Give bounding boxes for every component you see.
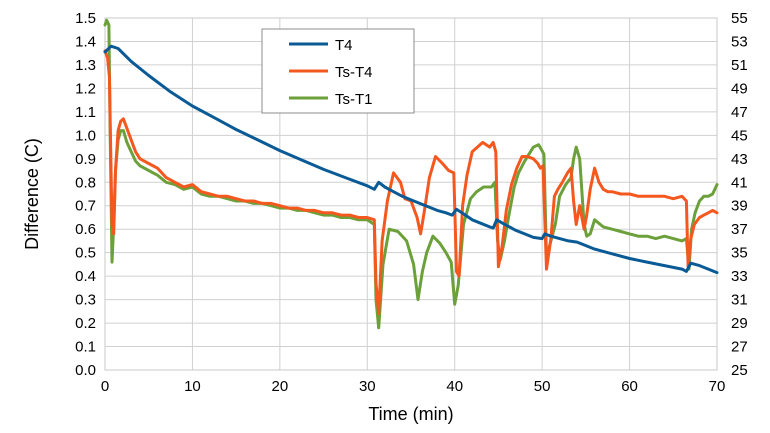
y2-tick-label: 51 bbox=[731, 57, 748, 74]
y2-tick-label: 25 bbox=[731, 362, 748, 379]
x-axis-ticks: 0 10 20 30 40 50 60 70 bbox=[101, 378, 726, 395]
y-tick-label: 0.0 bbox=[75, 362, 96, 379]
y2-tick-label: 49 bbox=[731, 80, 748, 97]
y-axis-ticks: 0.0 0.1 0.2 0.3 0.4 0.5 0.6 0.7 0.8 0.9 1.0 1.1 1.2 1… bbox=[75, 10, 96, 379]
y-tick-label: 1.5 bbox=[75, 10, 96, 27]
y2-tick-label: 27 bbox=[731, 339, 748, 356]
legend-box bbox=[261, 28, 415, 114]
y2-tick-label: 39 bbox=[731, 198, 748, 215]
x-tick-label: 20 bbox=[272, 378, 289, 395]
y2-tick-label: 45 bbox=[731, 127, 748, 144]
y2-tick-label: 47 bbox=[731, 104, 748, 121]
series-line-ts-t4 bbox=[103, 49, 719, 316]
x-tick-label: 30 bbox=[359, 378, 376, 395]
y-tick-label: 1.0 bbox=[75, 127, 96, 144]
y-tick-label: 0.8 bbox=[75, 174, 96, 191]
y-tick-label: 0.6 bbox=[75, 221, 96, 238]
legend-label-t4: T4 bbox=[335, 37, 353, 54]
y2-tick-label: 35 bbox=[731, 245, 748, 262]
legend-label-ts-t4: Ts-T4 bbox=[335, 64, 373, 81]
x-tick-label: 50 bbox=[534, 378, 551, 395]
series-line-t4 bbox=[103, 44, 719, 275]
y2-tick-label: 37 bbox=[731, 221, 748, 238]
y-tick-label: 0.1 bbox=[75, 339, 96, 356]
x-tick-label: 60 bbox=[621, 378, 638, 395]
legend-label-ts-t1: Ts-T1 bbox=[335, 91, 373, 108]
x-tick-label: 70 bbox=[709, 378, 726, 395]
y2-tick-label: 33 bbox=[731, 268, 748, 285]
y-axis-title: Difference (C) bbox=[22, 138, 42, 250]
y2-axis-ticks: 25 27 29 31 33 35 37 39 41 43 45 47 49 51 53 55 bbox=[731, 10, 748, 379]
y2-tick-label: 29 bbox=[731, 315, 748, 332]
y-tick-label: 0.4 bbox=[75, 268, 96, 285]
y2-tick-label: 55 bbox=[731, 10, 748, 27]
x-axis-title: Time (min) bbox=[368, 404, 453, 424]
y-tick-label: 0.9 bbox=[75, 151, 96, 168]
y-tick-label: 0.2 bbox=[75, 315, 96, 332]
series-lines bbox=[103, 18, 719, 330]
y2-tick-label: 31 bbox=[731, 292, 748, 309]
y2-tick-label: 43 bbox=[731, 151, 748, 168]
y-tick-label: 0.5 bbox=[75, 245, 96, 262]
x-tick-label: 40 bbox=[446, 378, 463, 395]
y-tick-label: 1.2 bbox=[75, 80, 96, 97]
y-tick-label: 0.7 bbox=[75, 198, 96, 215]
y-tick-label: 1.3 bbox=[75, 57, 96, 74]
legend: T4 Ts-T4 Ts-T1 bbox=[261, 28, 415, 114]
series-line-ts-t1 bbox=[103, 18, 719, 330]
x-tick-label: 10 bbox=[184, 378, 201, 395]
y-tick-label: 1.4 bbox=[75, 33, 96, 50]
y-tick-label: 1.1 bbox=[75, 104, 96, 121]
y-tick-label: 0.3 bbox=[75, 292, 96, 309]
plot-area-border bbox=[104, 17, 718, 371]
x-tick-label: 0 bbox=[101, 378, 109, 395]
y2-tick-label: 41 bbox=[731, 174, 748, 191]
y2-tick-label: 53 bbox=[731, 33, 748, 50]
